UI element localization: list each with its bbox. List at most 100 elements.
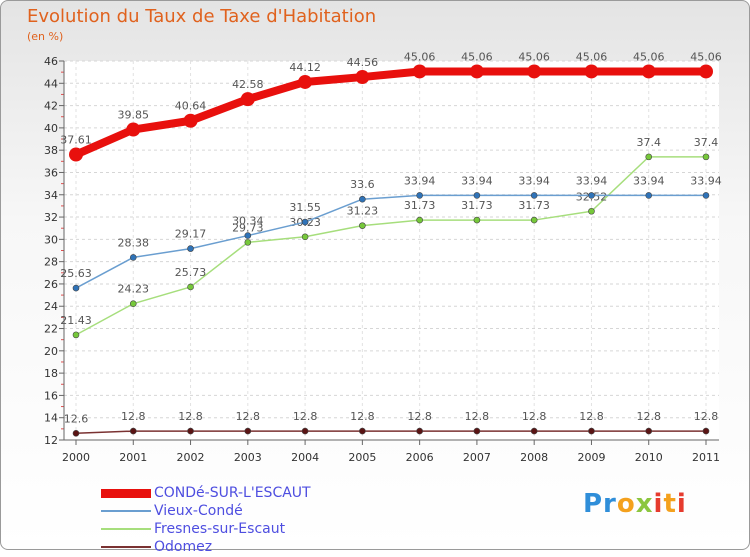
data-point — [187, 245, 194, 252]
data-point — [129, 300, 137, 307]
legend-swatch — [101, 546, 151, 548]
data-label: 29.73 — [232, 221, 264, 234]
data-label: 37.4 — [694, 136, 719, 149]
data-label: 44.12 — [289, 61, 321, 74]
data-label: 28.38 — [118, 236, 150, 249]
legend-swatch — [101, 488, 151, 498]
y-tick-label: 30 — [44, 233, 58, 246]
series-line — [75, 156, 706, 336]
data-point — [645, 192, 653, 199]
data-label: 45.06 — [404, 50, 436, 63]
data-point — [244, 427, 252, 435]
data-point — [126, 122, 141, 137]
data-point — [473, 216, 481, 224]
data-point — [129, 254, 137, 261]
plot-area — [64, 61, 719, 440]
data-point — [129, 427, 137, 435]
x-tick-label: 2007 — [463, 451, 491, 464]
data-label: 40.64 — [175, 100, 207, 113]
x-tick-label: 2009 — [577, 451, 605, 464]
data-point — [298, 74, 313, 89]
data-label: 37.4 — [636, 136, 661, 149]
y-tick-label: 32 — [44, 211, 58, 224]
line-chart: 12 14 16 18 20 22 24 26 28 30 32 34 36 38 40 42 44 46 2000… — [44, 50, 722, 464]
data-label: 33.94 — [404, 174, 436, 187]
y-tick-label: 12 — [44, 434, 58, 447]
y-tick-label: 18 — [44, 367, 58, 380]
data-label: 12.8 — [636, 410, 661, 423]
data-label: 31.23 — [347, 205, 379, 218]
data-label: 31.73 — [461, 199, 493, 212]
data-label: 33.94 — [518, 174, 550, 187]
y-tick-label: 28 — [44, 256, 58, 269]
data-point — [699, 64, 713, 79]
y-tick-label: 26 — [44, 278, 58, 291]
data-point — [240, 92, 255, 107]
y-tick-label: 42 — [44, 100, 58, 113]
x-tick-label: 2003 — [234, 451, 262, 464]
data-label: 33.94 — [576, 174, 608, 187]
legend-label: Odomez — [154, 539, 213, 555]
data-label: 24.23 — [118, 283, 150, 296]
series-line — [74, 67, 706, 159]
data-point — [584, 64, 599, 79]
data-point — [588, 207, 595, 215]
series-0: 37.61 39.85 40.64 42.58 44.12 44.56 45.06 45.06… — [60, 50, 722, 162]
data-point — [473, 427, 481, 435]
data-point — [244, 239, 252, 246]
data-label: 37.61 — [60, 134, 92, 147]
data-point — [588, 192, 595, 199]
data-label: 31.73 — [404, 199, 436, 212]
x-tick-label: 2006 — [406, 451, 434, 464]
y-tick-label: 44 — [44, 77, 58, 90]
data-point — [72, 284, 80, 292]
data-point — [412, 64, 427, 79]
data-label: 44.56 — [347, 56, 379, 69]
data-label: 45.06 — [690, 50, 722, 63]
data-point — [359, 222, 366, 229]
data-label: 12.8 — [293, 410, 318, 423]
data-label: 33.94 — [690, 174, 722, 187]
grid — [61, 60, 719, 441]
series-line — [75, 194, 706, 289]
data-label: 45.06 — [461, 50, 493, 63]
data-label: 39.85 — [118, 109, 150, 122]
data-point — [187, 427, 194, 435]
data-label: 12.8 — [579, 410, 604, 423]
data-label: 29.17 — [175, 228, 207, 241]
legend-label: CONDé-SUR-L'ESCAUT — [154, 485, 311, 501]
x-tick-label: 2004 — [291, 451, 319, 464]
chart-subtitle: (en %) — [27, 30, 64, 43]
data-point — [641, 64, 656, 79]
y-tick-label: 24 — [44, 300, 58, 313]
data-label: 42.58 — [232, 78, 264, 91]
data-point — [702, 153, 710, 161]
y-tick-label: 14 — [44, 412, 58, 425]
series-1: 25.63 28.38 29.17 30.34 31.55 33.6 33.94 33.94 3… — [60, 174, 722, 292]
data-point — [473, 192, 481, 199]
data-point — [301, 427, 309, 435]
x-tick-labels: 2000 2001 2002 2003 2004 2005 2006 2007 2008 2009… — [62, 440, 720, 464]
data-point — [530, 216, 538, 224]
data-point — [588, 427, 595, 435]
y-tick-label: 38 — [44, 144, 58, 157]
data-label: 45.06 — [633, 50, 665, 63]
y-tick-label: 46 — [44, 55, 58, 68]
x-tick-label: 2000 — [62, 451, 90, 464]
legend-label: Vieux-Condé — [154, 503, 243, 519]
data-point — [244, 232, 252, 239]
data-label: 25.63 — [60, 267, 92, 280]
data-point — [187, 283, 194, 291]
data-point — [355, 70, 370, 85]
y-tick-label: 34 — [44, 189, 58, 202]
data-point — [72, 331, 80, 339]
x-tick-label: 2010 — [635, 451, 663, 464]
chart-title: Evolution du Taux de Taxe d'Habitation — [27, 6, 377, 27]
data-point — [702, 192, 710, 199]
data-label: 31.73 — [518, 199, 550, 212]
data-label: 12.8 — [694, 410, 719, 423]
data-label: 30.34 — [232, 215, 264, 228]
series-2: 21.4324.2325.7329.7330.2331.2331.7331.73… — [60, 136, 719, 339]
data-point — [301, 218, 309, 226]
